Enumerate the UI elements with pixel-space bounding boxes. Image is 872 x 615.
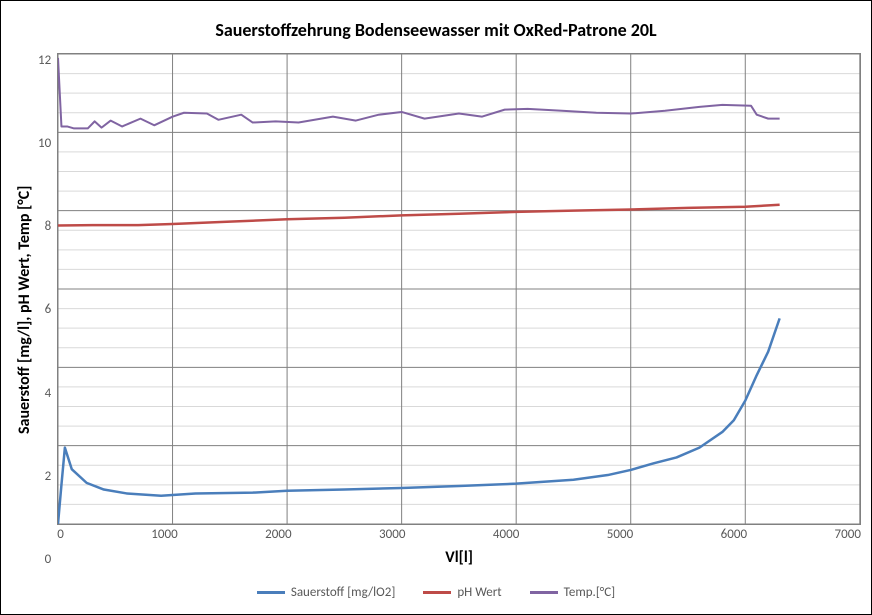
y-tick-label: 2 xyxy=(45,469,52,484)
y-tick-label: 0 xyxy=(45,552,52,567)
series-temp xyxy=(58,58,780,129)
x-tick-label: 2000 xyxy=(265,527,291,542)
x-tick-label: 4000 xyxy=(493,527,519,542)
legend: Sauerstoff [mg/lO2] pH Wert Temp.[°C] xyxy=(11,585,861,600)
y-tick-label: 8 xyxy=(45,219,52,234)
legend-line-temp xyxy=(530,591,558,594)
y-tick-label: 10 xyxy=(38,136,51,151)
x-axis-ticks: 0 1000 2000 3000 4000 5000 6000 7000 xyxy=(57,525,861,542)
x-tick-label: 3000 xyxy=(379,527,405,542)
y-tick-label: 12 xyxy=(38,53,51,68)
chart-frame: Sauerstoffzehrung Bodenseewasser mit OxR… xyxy=(0,0,872,615)
legend-line-sauerstoff xyxy=(257,591,285,594)
y-tick-label: 6 xyxy=(45,302,52,317)
x-tick-label: 6000 xyxy=(721,527,747,542)
chart-title: Sauerstoffzehrung Bodenseewasser mit OxR… xyxy=(11,19,861,41)
y-axis-label: Sauerstoff [mg/l], pH Wert, Temp [°C] xyxy=(11,53,38,567)
plot-area xyxy=(57,53,861,525)
x-tick-label: 1000 xyxy=(151,527,177,542)
x-axis-label: Vl[l] xyxy=(57,548,861,567)
legend-item-ph: pH Wert xyxy=(423,585,501,600)
legend-label-sauerstoff: Sauerstoff [mg/lO2] xyxy=(291,585,396,600)
y-tick-label: 4 xyxy=(45,386,52,401)
series-sauerstoff xyxy=(58,318,780,524)
x-tick-label: 0 xyxy=(57,527,64,542)
legend-item-temp: Temp.[°C] xyxy=(530,585,615,600)
series-svg xyxy=(58,54,860,524)
y-axis-ticks: 12 10 8 6 4 2 0 xyxy=(38,53,57,567)
plot-column: 0 1000 2000 3000 4000 5000 6000 7000 Vl[l] xyxy=(57,53,861,567)
legend-item-sauerstoff: Sauerstoff [mg/lO2] xyxy=(257,585,396,600)
chart-body: Sauerstoff [mg/l], pH Wert, Temp [°C] 12… xyxy=(11,53,861,567)
x-tick-label: 5000 xyxy=(607,527,633,542)
legend-label-temp: Temp.[°C] xyxy=(564,585,615,600)
legend-line-ph xyxy=(423,591,451,594)
series-ph xyxy=(58,205,780,226)
x-tick-label: 7000 xyxy=(835,527,861,542)
legend-label-ph: pH Wert xyxy=(457,585,501,600)
